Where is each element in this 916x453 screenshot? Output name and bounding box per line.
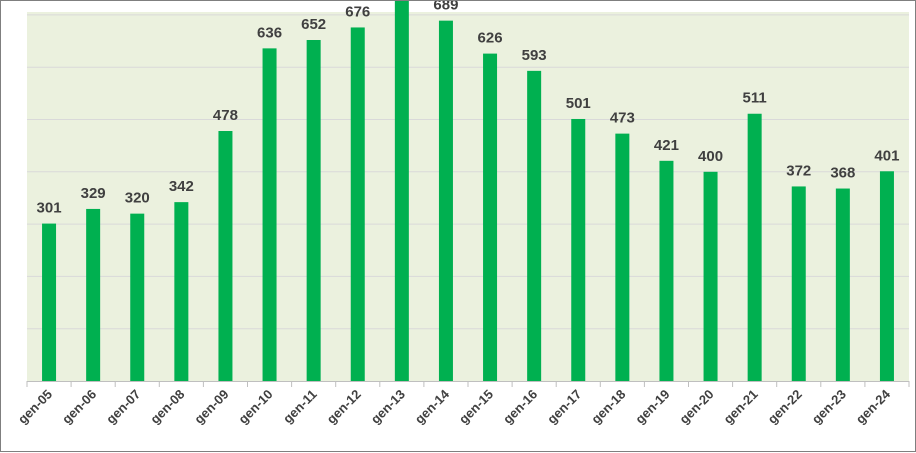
data-label-gen-07: 320 bbox=[125, 190, 150, 207]
x-tick-label-gen-09: gen-09 bbox=[191, 387, 231, 427]
x-tick-label-gen-24: gen-24 bbox=[853, 386, 894, 427]
plot-area bbox=[27, 12, 909, 381]
x-tick-label-gen-11: gen-11 bbox=[280, 387, 320, 427]
x-tick-label-gen-19: gen-19 bbox=[632, 387, 672, 427]
x-tick-label-gen-14: gen-14 bbox=[412, 386, 453, 427]
x-tick-label-gen-07: gen-07 bbox=[103, 387, 143, 427]
bar-gen-20 bbox=[703, 171, 718, 381]
data-label-gen-21: 511 bbox=[743, 90, 767, 107]
data-label-gen-05: 301 bbox=[37, 200, 62, 217]
bar-gen-13 bbox=[394, 1, 409, 382]
data-label-gen-11: 652 bbox=[301, 16, 326, 33]
data-label-gen-17: 501 bbox=[566, 95, 591, 112]
bars bbox=[42, 1, 894, 382]
bar-gen-23 bbox=[835, 188, 850, 381]
bar-gen-09 bbox=[218, 131, 233, 381]
data-labels: 3013293203424786366526767276896265935014… bbox=[37, 1, 900, 217]
data-label-gen-10: 636 bbox=[257, 24, 282, 41]
x-tick-label-gen-05: gen-05 bbox=[15, 387, 55, 427]
x-tick-label-gen-23: gen-23 bbox=[809, 387, 849, 427]
bar-gen-18 bbox=[615, 133, 630, 381]
bar-gen-06 bbox=[86, 208, 101, 381]
x-tick-label-gen-13: gen-13 bbox=[368, 387, 408, 427]
x-tick-label-gen-06: gen-06 bbox=[59, 387, 99, 427]
bar-gen-10 bbox=[262, 48, 277, 381]
x-tick-label-gen-17: gen-17 bbox=[544, 387, 584, 427]
data-label-gen-14: 689 bbox=[433, 1, 458, 14]
bar-gen-08 bbox=[174, 202, 189, 381]
bar-gen-07 bbox=[130, 213, 145, 381]
bar-gen-14 bbox=[438, 20, 453, 381]
data-label-gen-06: 329 bbox=[81, 185, 106, 202]
data-label-gen-09: 478 bbox=[213, 107, 238, 124]
data-label-gen-08: 342 bbox=[169, 178, 194, 195]
data-label-gen-23: 368 bbox=[830, 165, 855, 182]
bar-gen-12 bbox=[350, 27, 365, 382]
data-label-gen-18: 473 bbox=[610, 110, 635, 127]
bar-gen-24 bbox=[879, 171, 894, 381]
x-tick-label-gen-12: gen-12 bbox=[324, 387, 364, 427]
x-tick-label-gen-08: gen-08 bbox=[147, 387, 187, 427]
x-tick-label-gen-18: gen-18 bbox=[588, 387, 628, 427]
data-label-gen-15: 626 bbox=[478, 30, 503, 47]
x-tick-label-gen-20: gen-20 bbox=[676, 387, 716, 427]
data-label-gen-22: 372 bbox=[786, 162, 811, 179]
x-tick-label-gen-10: gen-10 bbox=[235, 387, 275, 427]
bar-gen-22 bbox=[791, 186, 806, 381]
x-tick-label-gen-22: gen-22 bbox=[765, 387, 805, 427]
data-label-gen-20: 400 bbox=[698, 148, 723, 165]
x-tick-label-gen-16: gen-16 bbox=[500, 387, 540, 427]
bar-gen-11 bbox=[306, 40, 321, 382]
x-tick-label-gen-15: gen-15 bbox=[456, 387, 496, 427]
gridlines bbox=[27, 14, 909, 330]
x-tick-label-gen-21: gen-21 bbox=[721, 387, 761, 427]
bar-gen-15 bbox=[483, 53, 498, 382]
bar-gen-05 bbox=[42, 223, 57, 381]
data-label-gen-24: 401 bbox=[874, 147, 899, 164]
bar-gen-16 bbox=[527, 70, 542, 382]
data-label-gen-19: 421 bbox=[654, 137, 679, 154]
data-label-gen-12: 676 bbox=[345, 3, 370, 20]
bar-gen-17 bbox=[571, 118, 586, 382]
x-axis-ticks bbox=[26, 381, 910, 387]
data-label-gen-16: 593 bbox=[522, 47, 547, 64]
bar-gen-21 bbox=[747, 113, 762, 381]
bar-gen-19 bbox=[659, 160, 674, 381]
x-axis-labels: gen-05 gen-06 gen-07 gen-08 gen-09 gen-10 gen-… bbox=[15, 386, 894, 427]
